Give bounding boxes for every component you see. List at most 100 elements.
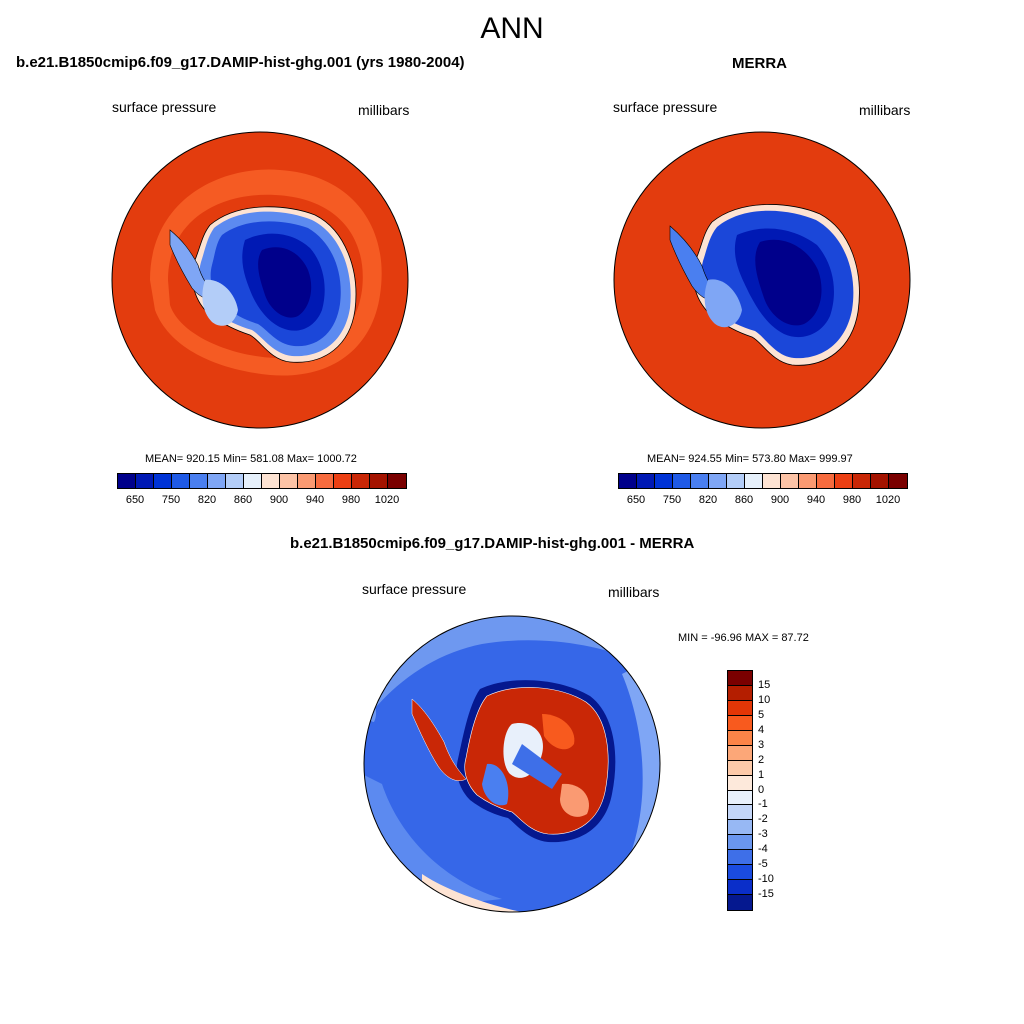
colorbar-tick-label: 980 bbox=[842, 494, 862, 506]
colorbar-swatch bbox=[728, 865, 752, 881]
obs-colorbar-ticks: 650 750 820 860 900 940 980 1020 bbox=[618, 494, 906, 508]
colorbar-tick-label: 860 bbox=[734, 494, 754, 506]
colorbar-swatch bbox=[190, 474, 208, 488]
diff-colorbar-ticks: 15 10 5 4 3 2 1 0 -1 -2 -3 -4 -5 -10 -15 bbox=[758, 670, 798, 909]
colorbar-swatch bbox=[728, 805, 752, 821]
colorbar-tick-label: 0 bbox=[758, 783, 765, 796]
colorbar-swatch bbox=[728, 730, 752, 746]
colorbar-tick-label: -5 bbox=[758, 858, 768, 871]
diff-panel-title: b.e21.B1850cmip6.f09_g17.DAMIP-hist-ghg.… bbox=[290, 535, 695, 552]
obs-map bbox=[613, 131, 911, 429]
colorbar-swatch bbox=[853, 474, 871, 488]
colorbar-swatch bbox=[728, 880, 752, 896]
colorbar-tick-label: 940 bbox=[305, 494, 325, 506]
colorbar-swatch bbox=[799, 474, 817, 488]
colorbar-swatch bbox=[154, 474, 172, 488]
colorbar-swatch bbox=[334, 474, 352, 488]
colorbar-swatch bbox=[280, 474, 298, 488]
colorbar-swatch bbox=[298, 474, 316, 488]
colorbar-swatch bbox=[728, 835, 752, 851]
colorbar-swatch bbox=[352, 474, 370, 488]
colorbar-swatch bbox=[673, 474, 691, 488]
colorbar-swatch bbox=[136, 474, 154, 488]
colorbar-tick-label: 15 bbox=[758, 678, 771, 691]
colorbar-tick-label: -2 bbox=[758, 813, 768, 826]
colorbar-swatch bbox=[728, 685, 752, 701]
colorbar-tick-label: 750 bbox=[161, 494, 181, 506]
colorbar-swatch bbox=[316, 474, 334, 488]
colorbar-swatch bbox=[619, 474, 637, 488]
colorbar-swatch bbox=[728, 775, 752, 791]
colorbar-swatch bbox=[889, 474, 907, 488]
model-colorbar-ticks: 650 750 820 860 900 940 980 1020 bbox=[117, 494, 405, 508]
colorbar-swatch bbox=[728, 671, 752, 686]
diff-units-label: millibars bbox=[608, 584, 660, 600]
colorbar-swatch bbox=[728, 700, 752, 716]
colorbar-tick-label: -10 bbox=[758, 873, 774, 886]
colorbar-tick-label: 860 bbox=[233, 494, 253, 506]
colorbar-swatch bbox=[781, 474, 799, 488]
colorbar-swatch bbox=[728, 760, 752, 776]
model-map bbox=[111, 131, 409, 429]
colorbar-swatch bbox=[745, 474, 763, 488]
colorbar-swatch bbox=[262, 474, 280, 488]
peninsula bbox=[411, 698, 467, 782]
colorbar-swatch bbox=[172, 474, 190, 488]
colorbar-tick-label: -3 bbox=[758, 828, 768, 841]
colorbar-tick-label: 940 bbox=[806, 494, 826, 506]
obs-colorbar bbox=[618, 473, 908, 489]
colorbar-swatch bbox=[817, 474, 835, 488]
colorbar-swatch bbox=[728, 790, 752, 806]
colorbar-tick-label: 650 bbox=[626, 494, 646, 506]
colorbar-swatch bbox=[118, 474, 136, 488]
colorbar-tick-label: 820 bbox=[197, 494, 217, 506]
colorbar-tick-label: 2 bbox=[758, 753, 765, 766]
colorbar-tick-label: 650 bbox=[125, 494, 145, 506]
colorbar-swatch bbox=[244, 474, 262, 488]
colorbar-swatch bbox=[655, 474, 673, 488]
diff-stats: MIN = -96.96 MAX = 87.72 bbox=[678, 632, 809, 644]
obs-panel-title: MERRA bbox=[732, 55, 787, 72]
colorbar-swatch bbox=[727, 474, 745, 488]
diff-colorbar bbox=[727, 670, 753, 911]
figure-title: ANN bbox=[480, 12, 544, 45]
colorbar-swatch bbox=[370, 474, 388, 488]
colorbar-tick-label: -15 bbox=[758, 888, 774, 901]
model-stats: MEAN= 920.15 Min= 581.08 Max= 1000.72 bbox=[145, 453, 357, 465]
diff-map bbox=[363, 615, 661, 913]
model-colorbar bbox=[117, 473, 407, 489]
colorbar-swatch bbox=[388, 474, 406, 488]
colorbar-tick-label: 1020 bbox=[875, 494, 901, 506]
colorbar-tick-label: 1020 bbox=[374, 494, 400, 506]
model-panel-title: b.e21.B1850cmip6.f09_g17.DAMIP-hist-ghg.… bbox=[16, 54, 465, 71]
colorbar-tick-label: 980 bbox=[341, 494, 361, 506]
colorbar-tick-label: -1 bbox=[758, 798, 768, 811]
model-variable-label: surface pressure bbox=[112, 99, 217, 115]
colorbar-tick-label: 1 bbox=[758, 768, 765, 781]
colorbar-tick-label: 3 bbox=[758, 738, 765, 751]
obs-stats: MEAN= 924.55 Min= 573.80 Max= 999.97 bbox=[647, 453, 853, 465]
colorbar-swatch bbox=[728, 715, 752, 731]
colorbar-tick-label: 10 bbox=[758, 693, 771, 706]
colorbar-swatch bbox=[709, 474, 727, 488]
colorbar-swatch bbox=[728, 895, 752, 910]
colorbar-swatch bbox=[728, 850, 752, 866]
colorbar-swatch bbox=[763, 474, 781, 488]
colorbar-swatch bbox=[835, 474, 853, 488]
colorbar-swatch bbox=[637, 474, 655, 488]
colorbar-swatch bbox=[208, 474, 226, 488]
obs-variable-label: surface pressure bbox=[613, 99, 718, 115]
colorbar-swatch bbox=[871, 474, 889, 488]
colorbar-tick-label: 820 bbox=[698, 494, 718, 506]
model-units-label: millibars bbox=[358, 102, 410, 118]
diff-variable-label: surface pressure bbox=[362, 581, 467, 597]
colorbar-tick-label: 900 bbox=[770, 494, 790, 506]
colorbar-tick-label: -4 bbox=[758, 843, 768, 856]
colorbar-swatch bbox=[691, 474, 709, 488]
obs-units-label: millibars bbox=[859, 102, 911, 118]
colorbar-tick-label: 5 bbox=[758, 708, 765, 721]
colorbar-tick-label: 750 bbox=[662, 494, 682, 506]
colorbar-swatch bbox=[728, 745, 752, 761]
colorbar-tick-label: 900 bbox=[269, 494, 289, 506]
colorbar-swatch bbox=[226, 474, 244, 488]
